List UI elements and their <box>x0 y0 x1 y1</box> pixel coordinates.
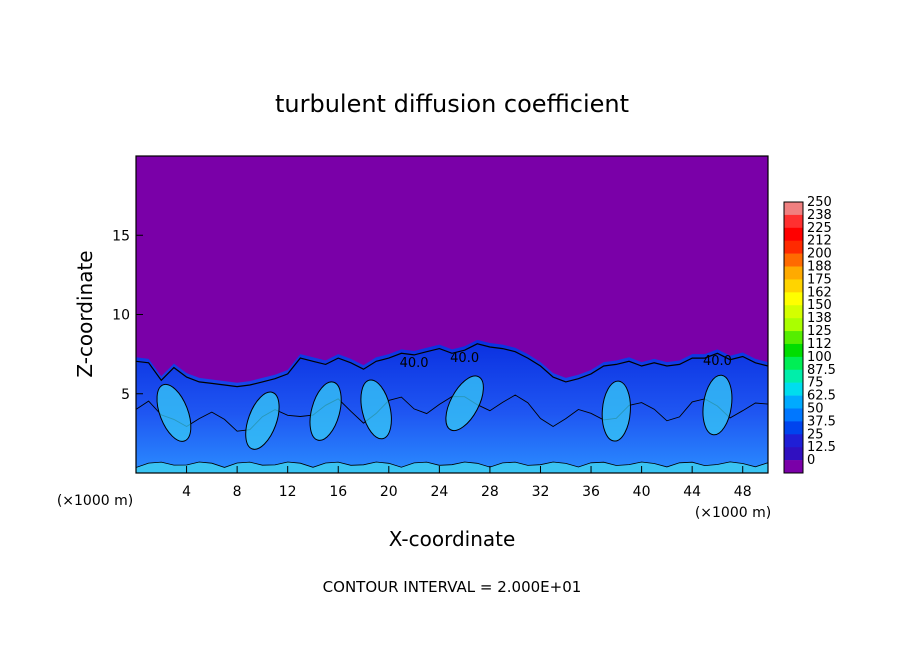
x-tick-label: 32 <box>532 484 550 500</box>
eddy-filament <box>309 381 342 441</box>
colorbar-swatch <box>784 369 803 383</box>
colorbar-swatch <box>784 292 803 306</box>
x-tick-label: 16 <box>329 484 347 500</box>
field-layer: 40.0 40.0 40.0 <box>136 339 768 473</box>
y-tick-label: 5 <box>121 387 130 403</box>
contour-label: 40.0 <box>450 351 479 366</box>
x-tick-label: 36 <box>582 484 600 500</box>
colorbar-level-label: 138 <box>807 311 832 326</box>
x-unit-right: (×1000 m) <box>695 505 771 521</box>
colorbar-swatch <box>784 253 803 267</box>
x-axis: 4 8 12 16 20 24 28 32 36 40 44 48 <box>182 466 752 500</box>
colorbar-level-label: 112 <box>807 337 832 352</box>
colorbar-level-label: 37.5 <box>807 414 836 429</box>
colorbar-level-label: 12.5 <box>807 440 836 455</box>
eddy-filament <box>445 375 484 432</box>
eddy-filament <box>360 379 392 440</box>
colorbar-level-label: 250 <box>807 195 832 210</box>
colorbar-level-label: 0 <box>807 453 815 468</box>
colorbar-level-label: 238 <box>807 208 832 223</box>
x-tick-label: 24 <box>430 484 448 500</box>
colorbar-level-label: 162 <box>807 285 832 300</box>
colorbar-level-label: 75 <box>807 376 824 391</box>
chart-title: turbulent diffusion coefficient <box>275 90 629 118</box>
colorbar-level-label: 87.5 <box>807 363 836 378</box>
eddy-filament <box>601 380 631 442</box>
colorbar-level-label: 200 <box>807 247 832 262</box>
y-axis: 5 10 15 <box>112 228 143 403</box>
x-tick-label: 12 <box>279 484 297 500</box>
colorbar-swatch <box>784 279 803 293</box>
colorbar: 2502382252122001881751621501381251121008… <box>783 195 836 474</box>
eddy-filament <box>156 383 192 442</box>
colorbar-swatch <box>784 343 803 358</box>
colorbar-level-label: 62.5 <box>807 389 836 404</box>
colorbar-frame <box>783 201 804 474</box>
colorbar-swatch <box>784 266 803 280</box>
plot-area: 40.0 40.0 40.0 <box>135 155 769 474</box>
contour-line <box>136 343 768 388</box>
colorbar-swatch <box>784 460 803 474</box>
y-tick-label: 15 <box>112 228 130 244</box>
colorbar-swatch <box>784 214 803 229</box>
x-axis-label: X-coordinate <box>389 527 516 551</box>
x-tick-label: 48 <box>734 484 752 500</box>
x-tick-label: 28 <box>481 484 499 500</box>
surface-band <box>136 461 768 473</box>
contour-label: 40.0 <box>703 354 732 369</box>
colorbar-swatch <box>784 227 803 242</box>
colorbar-level-label: 225 <box>807 221 832 236</box>
x-tick-label: 40 <box>633 484 651 500</box>
colorbar-swatch <box>784 382 803 396</box>
eddy-filament <box>702 374 733 436</box>
colorbar-swatch <box>784 408 803 422</box>
colorbar-swatch <box>784 395 803 409</box>
colorbar-level-label: 175 <box>807 272 832 287</box>
colorbar-swatch <box>784 421 803 435</box>
colorbar-level-label: 212 <box>807 234 832 249</box>
x-tick-label: 8 <box>233 484 242 500</box>
colorbar-level-label: 100 <box>807 350 832 365</box>
colorbar-level-label: 50 <box>807 402 824 417</box>
x-unit-left: (×1000 m) <box>57 493 133 509</box>
colorbar-level-label: 125 <box>807 324 832 339</box>
colorbar-level-label: 25 <box>807 427 824 442</box>
colorbar-swatch <box>784 240 803 254</box>
colorbar-swatch <box>784 356 803 371</box>
colorbar-level-label: 150 <box>807 298 832 313</box>
contour-interval-annotation: CONTOUR INTERVAL = 2.000E+01 <box>323 578 582 596</box>
colorbar-swatch <box>784 434 803 448</box>
x-tick-label: 4 <box>182 484 191 500</box>
y-tick-label: 10 <box>112 308 130 324</box>
x-tick-label: 44 <box>683 484 701 500</box>
x-tick-label: 20 <box>380 484 398 500</box>
colorbar-swatch <box>784 202 803 216</box>
colorbar-swatch <box>784 331 803 345</box>
colorbar-swatch <box>784 318 803 332</box>
colorbar-swatch <box>784 447 803 461</box>
y-axis-label: Z-coordinate <box>73 250 97 377</box>
colorbar-level-label: 188 <box>807 260 832 275</box>
colorbar-swatch <box>784 305 803 319</box>
eddy-filament <box>245 391 280 450</box>
contour-label: 40.0 <box>400 356 429 371</box>
